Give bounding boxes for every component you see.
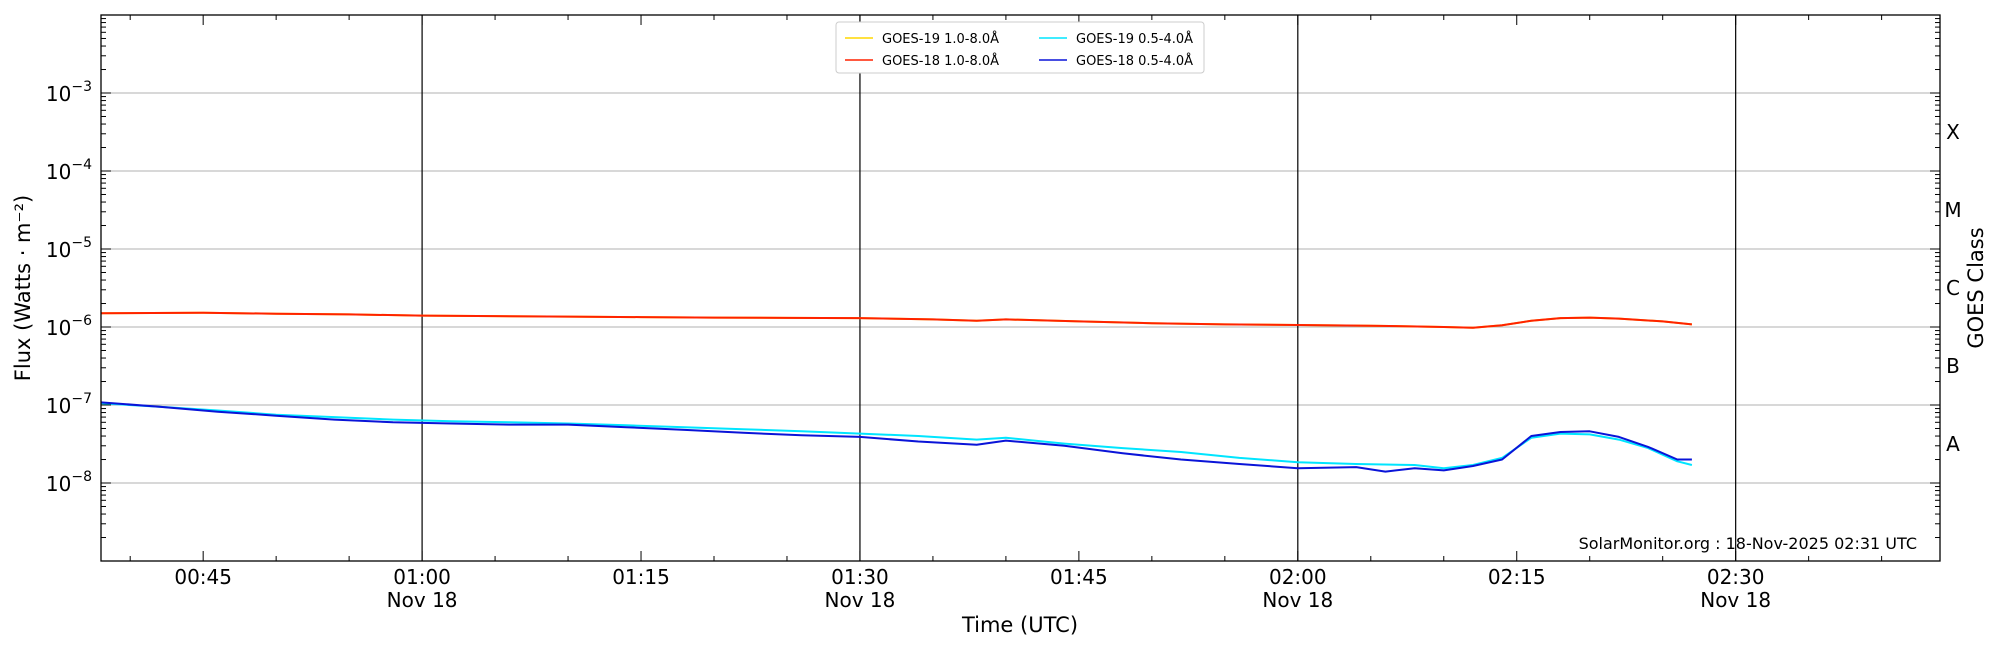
- y-tick-label: 10−3: [46, 79, 92, 106]
- tick-layer: [101, 15, 1940, 562]
- goes-class-label: B: [1946, 354, 1960, 378]
- y-tick-exponent: −4: [71, 157, 92, 173]
- x-tick-date-label: Nov 18: [1262, 588, 1333, 612]
- x-tick-date-label: Nov 18: [387, 588, 458, 612]
- legend-box: [835, 21, 1205, 74]
- y-tick-exponent: −3: [71, 79, 92, 95]
- y-tick-exponent: −5: [71, 235, 92, 251]
- credit-annotation: SolarMonitor.org : 18-Nov-2025 02:31 UTC: [1579, 534, 1917, 553]
- x-tick-label: 01:00: [393, 565, 451, 589]
- series-line: [100, 401, 1692, 473]
- y-tick-base: 10: [46, 160, 71, 184]
- grid-layer: [101, 15, 1940, 561]
- legend-entry-label: GOES-19 1.0-8.0Å: [882, 31, 999, 47]
- series-layer: [100, 311, 1693, 473]
- legend-entry-label: GOES-19 0.5-4.0Å: [1076, 31, 1193, 47]
- y-axis-title: Flux (Watts · m⁻²): [11, 195, 35, 381]
- goes-class-label: M: [1944, 198, 1961, 222]
- y-tick-label: 10−4: [46, 157, 92, 184]
- x-tick-label: 01:30: [831, 565, 889, 589]
- y-tick-exponent: −7: [71, 391, 92, 407]
- y-tick-base: 10: [46, 82, 71, 106]
- y-tick-exponent: −8: [71, 469, 92, 485]
- y-axis-right-title: GOES Class: [1964, 227, 1988, 348]
- series-line: [100, 402, 1693, 470]
- y-tick-label: 10−5: [46, 235, 92, 262]
- x-tick-label: 01:45: [1050, 565, 1108, 589]
- x-tick-label: 01:15: [612, 565, 670, 589]
- plot-frame: [100, 14, 1941, 562]
- x-tick-date-label: Nov 18: [1700, 588, 1771, 612]
- y-tick-base: 10: [46, 316, 71, 340]
- y-tick-base: 10: [46, 238, 71, 262]
- x-tick-label: 02:30: [1707, 565, 1765, 589]
- goes-class-label: A: [1946, 432, 1960, 456]
- x-tick-date-label: Nov 18: [825, 588, 896, 612]
- x-tick-label: 00:45: [174, 565, 232, 589]
- legend-entry-label: GOES-18 0.5-4.0Å: [1076, 53, 1193, 69]
- legend-entry-label: GOES-18 1.0-8.0Å: [882, 53, 999, 69]
- goes-class-label: X: [1946, 120, 1960, 144]
- legend: GOES-19 1.0-8.0Å GOES-18 1.0-8.0Å GOES-19 …: [835, 21, 1205, 74]
- series-line: [100, 311, 1693, 329]
- y-tick-label: 10−7: [46, 391, 92, 418]
- y-tick-base: 10: [46, 472, 71, 496]
- label-layer: Time (UTC) Flux (Watts · m⁻²) GOES Class…: [11, 79, 1988, 637]
- x-axis-title: Time (UTC): [961, 613, 1078, 637]
- goes-class-label: C: [1946, 276, 1960, 300]
- x-tick-label: 02:15: [1488, 565, 1546, 589]
- y-tick-base: 10: [46, 394, 71, 418]
- y-tick-label: 10−8: [46, 469, 92, 496]
- y-tick-label: 10−6: [46, 313, 92, 340]
- y-tick-exponent: −6: [71, 313, 92, 329]
- x-tick-label: 02:00: [1269, 565, 1327, 589]
